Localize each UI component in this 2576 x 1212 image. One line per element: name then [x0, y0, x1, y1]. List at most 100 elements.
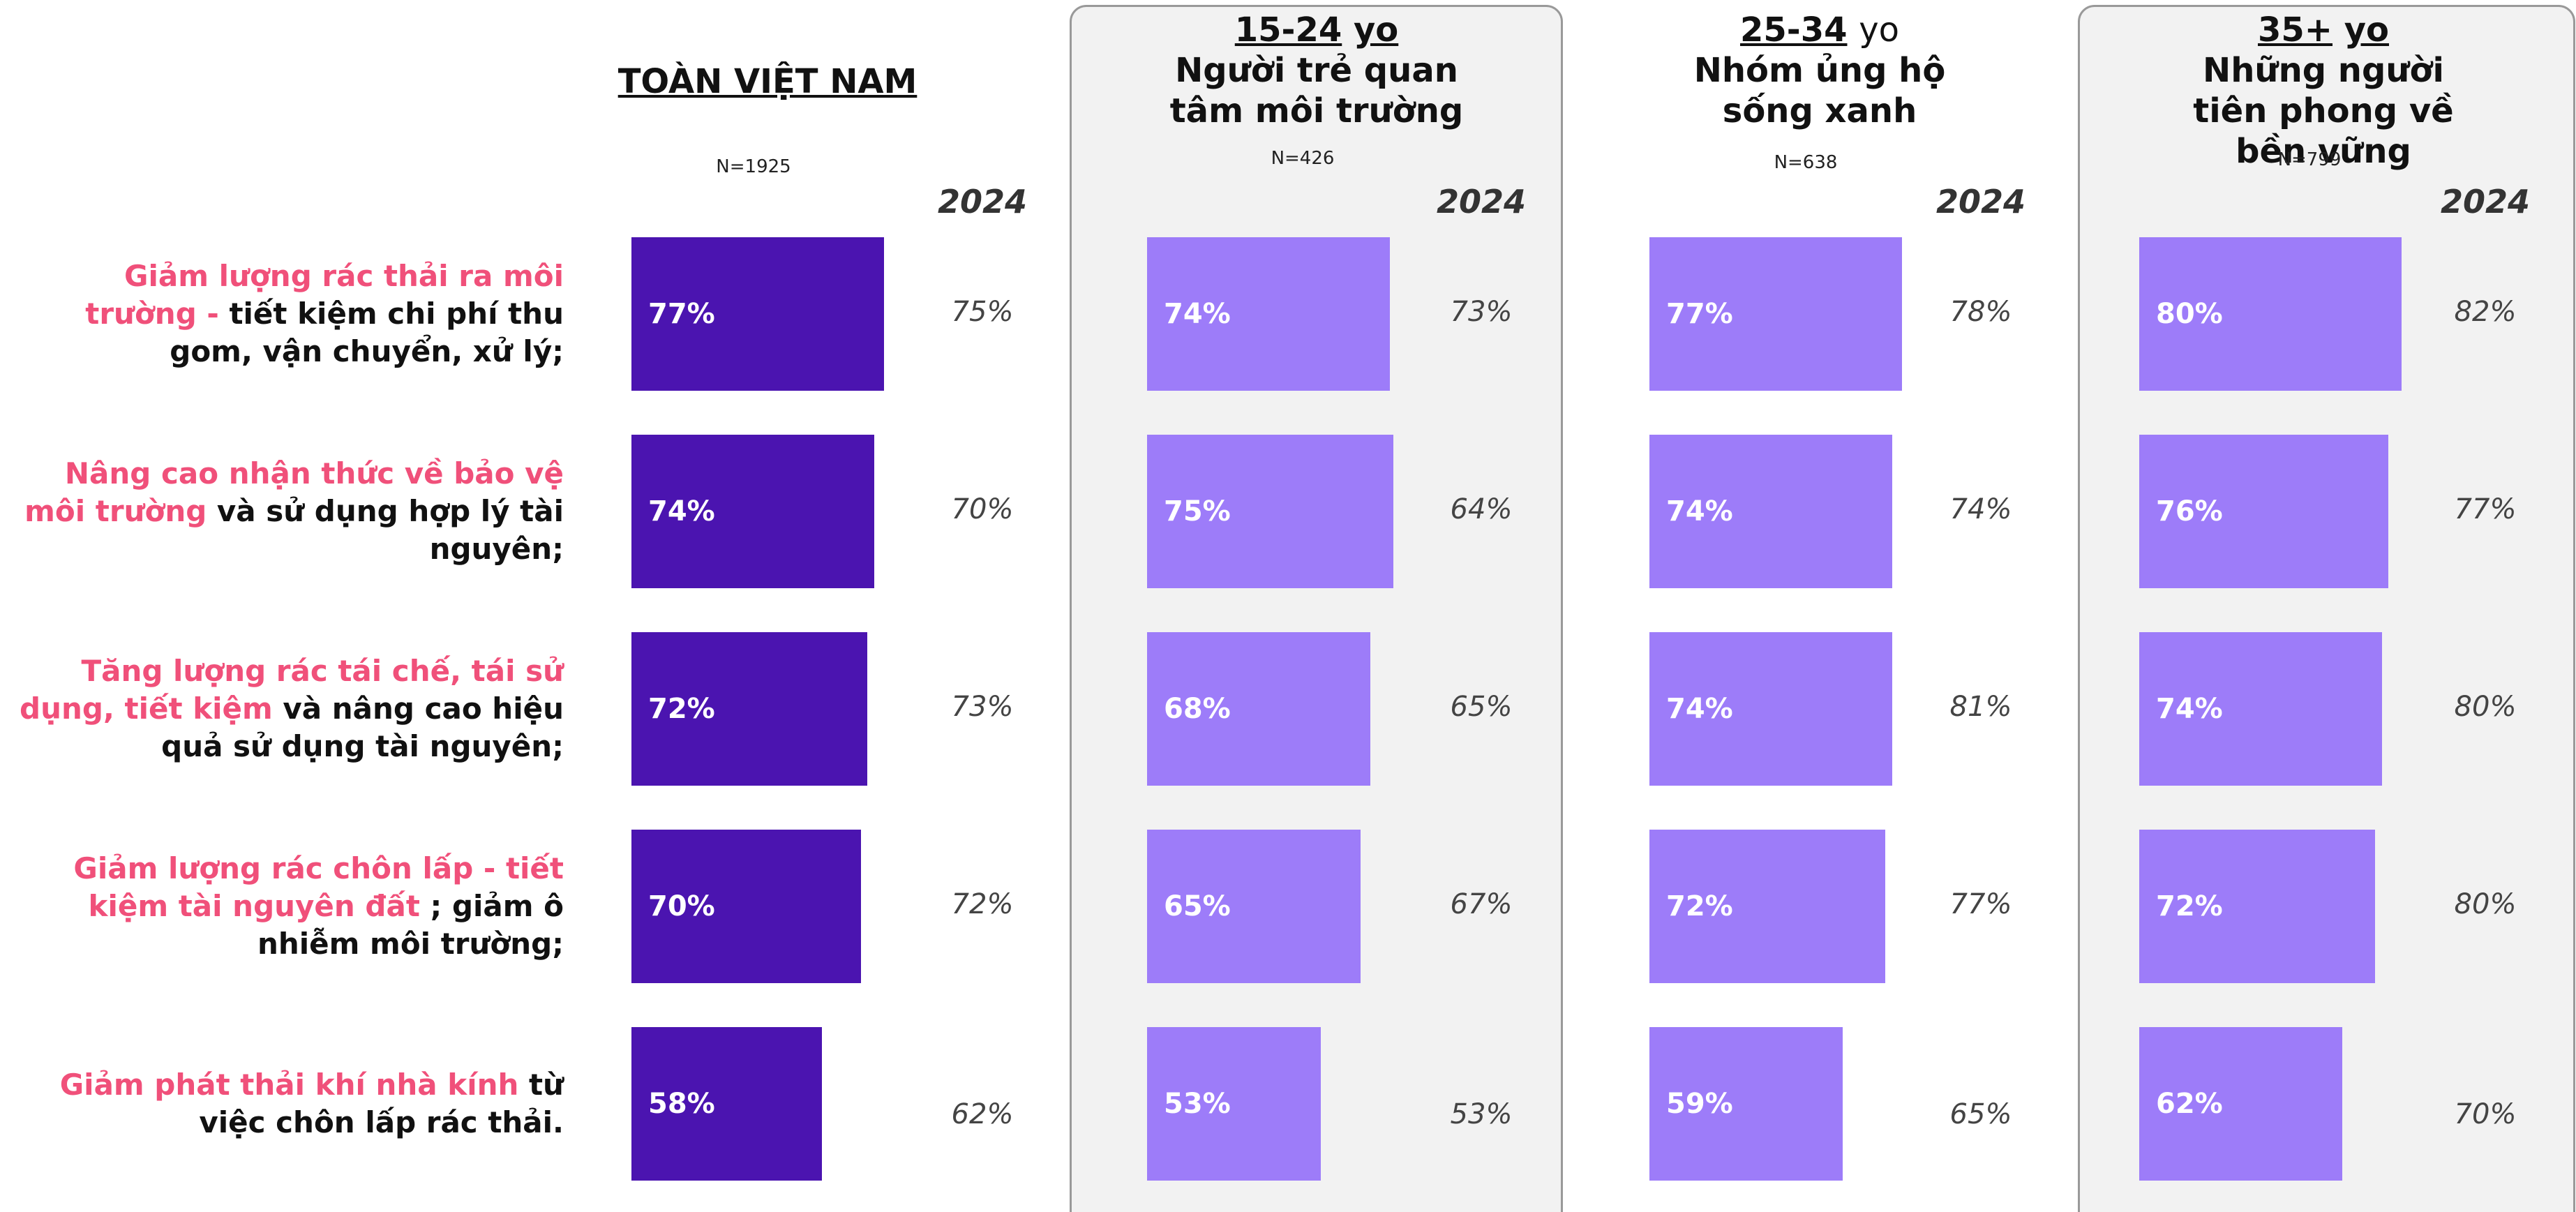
bar: 72% — [1649, 830, 1886, 983]
bar-value-label: 76% — [2156, 495, 2223, 528]
bar-value-label: 59% — [1666, 1088, 1733, 1120]
sample-size: N=1925 — [716, 156, 791, 177]
category-text: Giảm phát thải khí nhà kính từ việc chôn… — [6, 1066, 564, 1142]
panel-background — [2078, 5, 2575, 1212]
category-rest: và nâng cao hiệu quả sử dụng tài nguyên; — [161, 691, 564, 763]
prior-value-label: 80% — [2454, 888, 2517, 920]
prior-value-label: 81% — [1949, 691, 2012, 723]
category-label: Giảm lượng rác thải ra môi trường - tiết… — [6, 223, 564, 405]
category-rest: ; giảm ô nhiễm môi trường; — [257, 889, 564, 961]
bar: 74% — [1649, 632, 1892, 786]
bar-value-label: 74% — [1164, 298, 1231, 330]
prior-value-label: 65% — [1949, 1098, 2012, 1130]
bar-value-label: 68% — [1164, 693, 1231, 725]
bar: 74% — [1147, 237, 1390, 391]
category-rest: tiết kiệm chi phí thu gom, vận chuyển, x… — [170, 297, 564, 368]
category-rest: và sử dụng hợp lý tài nguyên; — [216, 494, 564, 566]
panel-background — [1070, 5, 1563, 1212]
year-header: 2024 — [1935, 183, 2026, 220]
bar-value-label: 77% — [1666, 298, 1733, 330]
bar: 74% — [2139, 632, 2382, 786]
category-text: Tăng lượng rác tái chế, tái sử dụng, tiế… — [6, 652, 564, 765]
category-highlight: Giảm phát thải khí nhà kính — [59, 1068, 519, 1102]
bar-value-label: 65% — [1164, 890, 1231, 922]
prior-value-label: 75% — [951, 296, 1014, 328]
panel-age-line: 35+ yo — [2121, 10, 2526, 50]
bar: 68% — [1147, 632, 1370, 786]
bar: 75% — [1147, 435, 1393, 588]
panel-age: 25-34 — [1739, 10, 1848, 50]
bar-value-label: 72% — [1666, 890, 1733, 922]
prior-value-label: 64% — [1450, 493, 1513, 525]
bar-value-label: 74% — [648, 495, 715, 528]
panel-suffix: yo — [2344, 10, 2389, 50]
bar: 59% — [1649, 1027, 1843, 1181]
bar: 74% — [631, 435, 874, 588]
prior-value-label: 72% — [951, 888, 1014, 920]
bar-value-label: 53% — [1164, 1088, 1231, 1120]
bar: 74% — [1649, 435, 1892, 588]
bar-value-label: 72% — [2156, 890, 2223, 922]
bar-value-label: 72% — [648, 693, 715, 725]
prior-value-label: 77% — [2454, 493, 2517, 525]
prior-value-label: 73% — [951, 691, 1014, 723]
bar: 65% — [1147, 830, 1361, 983]
category-highlight: Tăng lượng rác tái chế, tái sử dụng, tiế… — [20, 654, 564, 726]
bar-value-label: 80% — [2156, 298, 2223, 330]
year-header: 2024 — [937, 183, 1028, 220]
prior-value-label: 62% — [951, 1098, 1014, 1130]
panel-age: 35+ — [2258, 10, 2333, 50]
category-highlight: Nâng cao nhận thức về bảo vệ môi trường — [24, 456, 564, 528]
prior-value-label: 70% — [951, 493, 1014, 525]
panel-title: TOÀN VIỆT NAM — [617, 62, 918, 101]
bar: 77% — [631, 237, 884, 391]
prior-value-label: 77% — [1949, 888, 2012, 920]
category-text: Giảm lượng rác chôn lấp - tiết kiệm tài … — [6, 850, 564, 963]
bar-value-label: 74% — [2156, 693, 2223, 725]
bar: 70% — [631, 830, 861, 983]
panel-age-line: 25-34 yo — [1617, 10, 2022, 50]
category-rest: từ việc chôn lấp rác thải. — [199, 1068, 564, 1139]
category-label: Nâng cao nhận thức về bảo vệ môi trường … — [6, 421, 564, 602]
category-highlight: Giảm lượng rác chôn lấp - tiết kiệm tài … — [73, 851, 564, 923]
year-header: 2024 — [2440, 183, 2531, 220]
bar: 72% — [2139, 830, 2376, 983]
category-label: Tăng lượng rác tái chế, tái sử dụng, tiế… — [6, 618, 564, 800]
prior-value-label: 74% — [1949, 493, 2012, 525]
prior-value-label: 78% — [1949, 296, 2012, 328]
bar: 58% — [631, 1027, 822, 1181]
bar: 62% — [2139, 1027, 2343, 1181]
panel-suffix: yo — [1859, 10, 1899, 50]
bar: 80% — [2139, 237, 2402, 391]
panel-age-line: 15-24 yo — [1114, 10, 1519, 50]
bar-value-label: 74% — [1666, 693, 1733, 725]
bar: 77% — [1649, 237, 1902, 391]
sample-size: N=799 — [2277, 149, 2342, 170]
bar-value-label: 62% — [2156, 1088, 2223, 1120]
panel-subtitle: Nhóm ủng hộ sống xanh — [1693, 51, 1946, 130]
bar-value-label: 58% — [648, 1088, 715, 1120]
bar: 53% — [1147, 1027, 1321, 1181]
category-label: Giảm phát thải khí nhà kính từ việc chôn… — [6, 1013, 564, 1195]
category-text: Giảm lượng rác thải ra môi trường - tiết… — [6, 257, 564, 371]
bar-value-label: 74% — [1666, 495, 1733, 528]
prior-value-label: 67% — [1450, 888, 1513, 920]
panel-subtitle: Người trẻ quan tâm môi trường — [1169, 51, 1464, 130]
panel-header: TOÀN VIỆT NAM — [565, 61, 970, 102]
category-text: Nâng cao nhận thức về bảo vệ môi trường … — [6, 455, 564, 568]
year-header: 2024 — [1436, 183, 1527, 220]
panel-subtitle: Những người tiên phong về bền vững — [2193, 51, 2454, 171]
prior-value-label: 82% — [2454, 296, 2517, 328]
category-label: Giảm lượng rác chôn lấp - tiết kiệm tài … — [6, 816, 564, 997]
prior-value-label: 70% — [2454, 1098, 2517, 1130]
panel-age: 15-24 — [1234, 10, 1342, 50]
prior-value-label: 53% — [1450, 1098, 1513, 1130]
bar-value-label: 75% — [1164, 495, 1231, 528]
bar: 72% — [631, 632, 868, 786]
sample-size: N=426 — [1271, 148, 1335, 169]
bar-value-label: 77% — [648, 298, 715, 330]
prior-value-label: 65% — [1450, 691, 1513, 723]
panel-header: 25-34 yo Nhóm ủng hộ sống xanh — [1617, 10, 2022, 131]
panel-header: 35+ yo Những người tiên phong về bền vững — [2121, 10, 2526, 172]
